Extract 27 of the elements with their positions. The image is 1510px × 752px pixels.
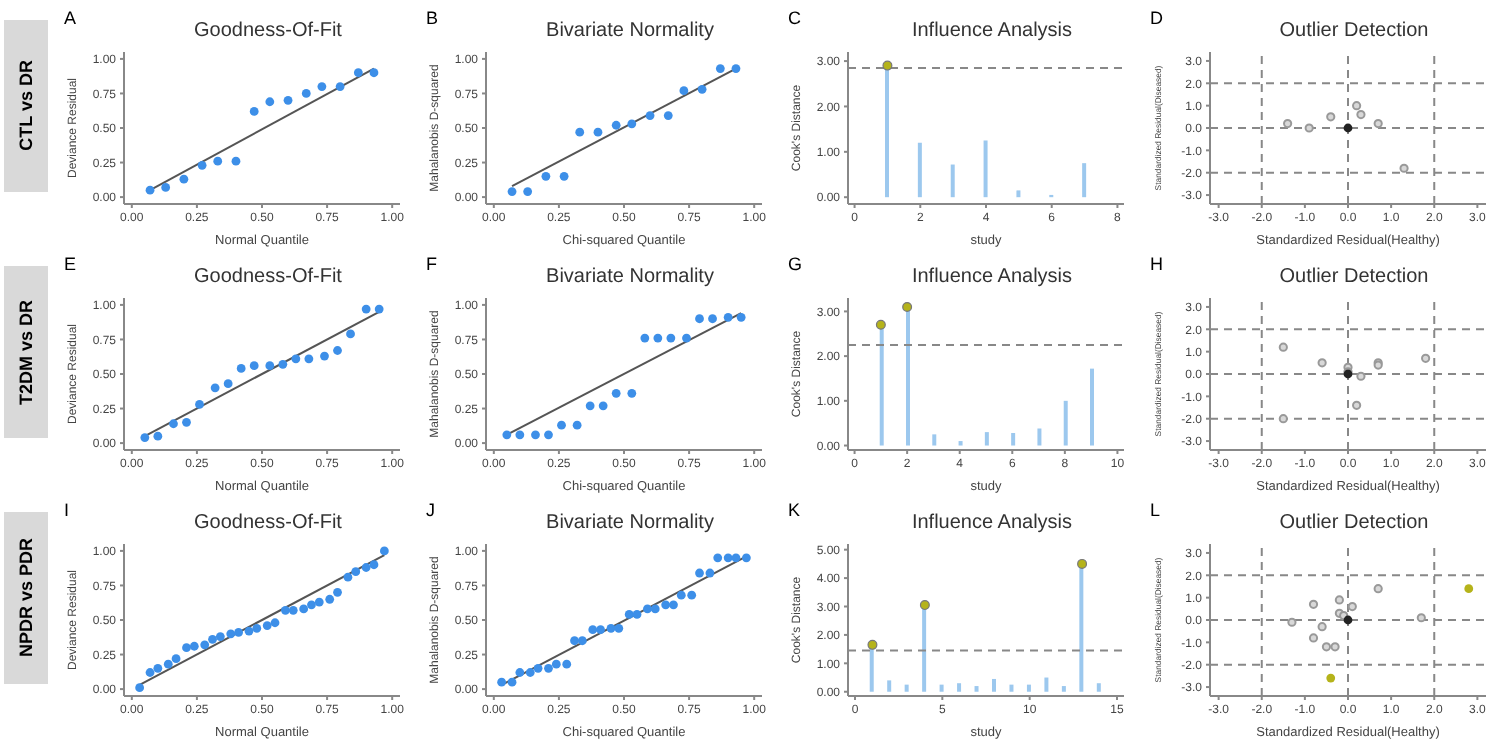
text: I xyxy=(64,500,70,520)
text: K xyxy=(788,500,801,520)
text: L xyxy=(1150,500,1161,520)
text: E xyxy=(64,254,77,274)
chart-title: Influence Analysis xyxy=(909,512,1075,534)
text: G xyxy=(788,254,803,274)
chart-title: Influence Analysis xyxy=(909,266,1075,288)
chart-title: Influence Analysis xyxy=(909,20,1075,42)
text: H xyxy=(1150,254,1163,274)
chart-title: Goodness-Of-Fit xyxy=(192,512,344,534)
text: NPDR vs PDR xyxy=(16,538,36,658)
text: A xyxy=(64,8,77,28)
chart-title: Bivariate Normality xyxy=(544,512,716,534)
text: CTL vs DR xyxy=(16,60,36,152)
chart-title: Goodness-Of-Fit xyxy=(192,266,344,288)
chart-title: Bivariate Normality xyxy=(544,20,716,42)
chart-title: Goodness-Of-Fit xyxy=(192,20,344,42)
chart-title: Outlier Detection xyxy=(1277,266,1431,288)
chart-title: Outlier Detection xyxy=(1277,20,1431,42)
text: C xyxy=(788,8,801,28)
text: T2DM vs DR xyxy=(16,299,36,405)
text: D xyxy=(1150,8,1163,28)
chart-title: Outlier Detection xyxy=(1277,512,1431,534)
chart-title: Bivariate Normality xyxy=(544,266,716,288)
text: F xyxy=(426,254,437,274)
text: J xyxy=(426,500,435,520)
text: B xyxy=(426,8,439,28)
